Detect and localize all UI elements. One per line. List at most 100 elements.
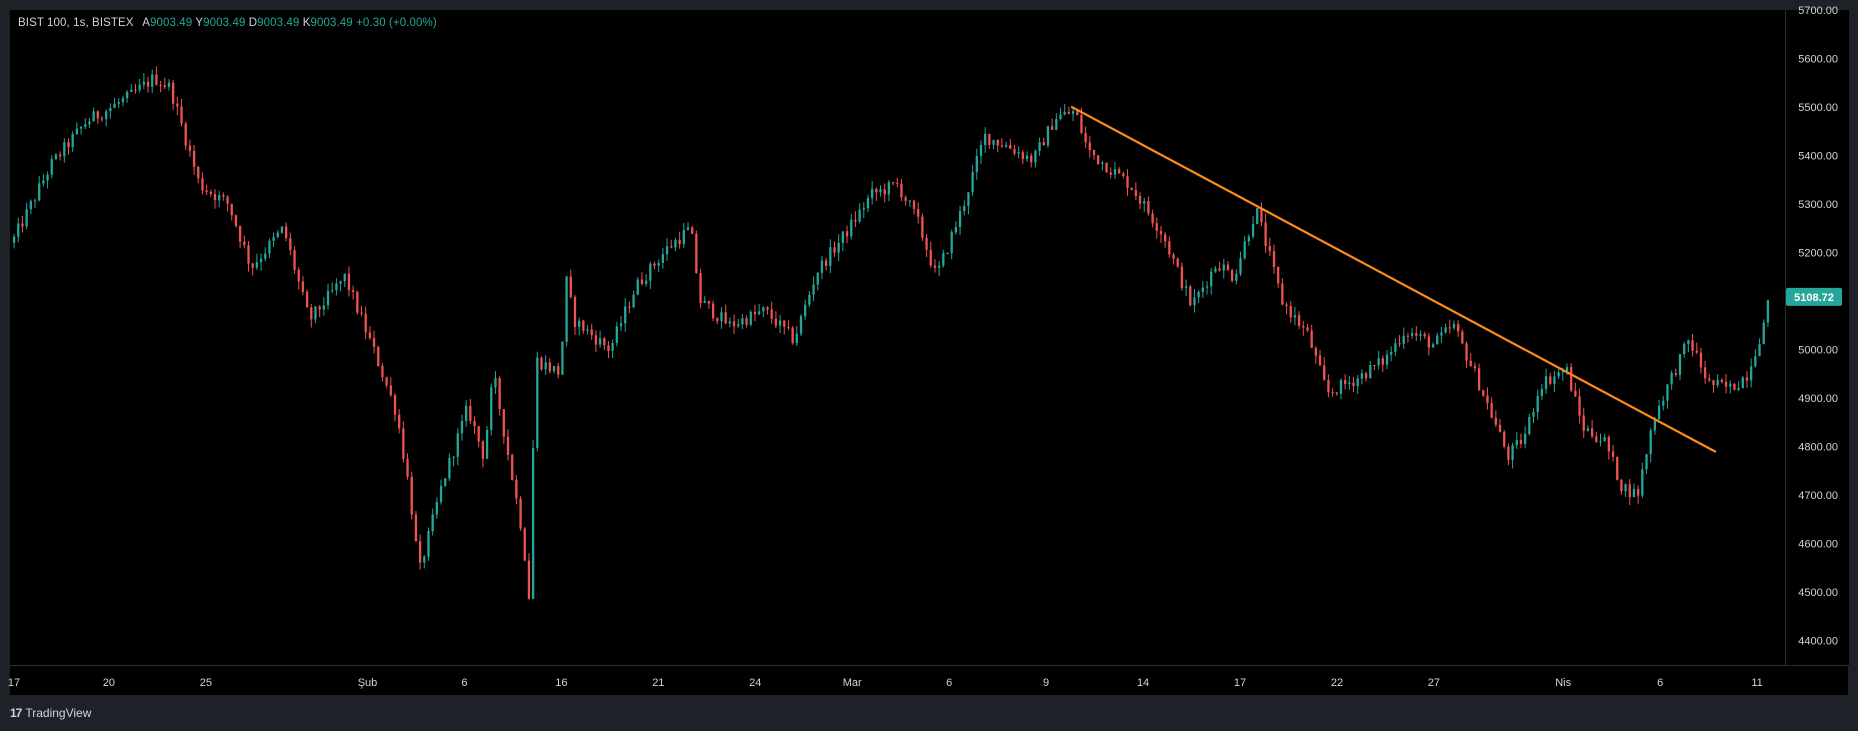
time-axis[interactable] — [10, 665, 1848, 695]
time-tick-label: 17 — [8, 677, 20, 689]
candle-body — [1712, 380, 1715, 386]
candle-body — [1247, 236, 1251, 242]
candle-body — [1511, 445, 1514, 460]
candle-body — [71, 134, 74, 148]
candle-body — [222, 195, 225, 197]
candle-body — [167, 82, 171, 87]
candle-body — [1155, 223, 1158, 231]
candle-body — [151, 74, 154, 87]
candles-layer — [12, 66, 1770, 600]
candle-body — [452, 456, 455, 458]
candle-body — [544, 362, 547, 370]
candle-body — [1293, 315, 1297, 318]
candle-body — [598, 338, 602, 345]
candle-body — [1565, 367, 1569, 372]
candle-body — [762, 307, 765, 312]
candle-body — [946, 252, 949, 254]
tradingview-brand[interactable]: 17 TradingView — [10, 705, 91, 721]
candle-body — [1649, 430, 1652, 455]
candle-body — [1482, 390, 1485, 396]
candle-body — [858, 209, 861, 222]
change-value: +0.30 (+0.00%) — [356, 17, 437, 29]
candle-body — [950, 232, 953, 253]
candle-body — [326, 290, 330, 306]
candle-body — [845, 231, 849, 237]
candle-body — [339, 281, 342, 284]
candle-body — [171, 82, 175, 104]
candle-body — [1197, 291, 1200, 298]
candle-body — [1674, 372, 1677, 375]
candle-body — [113, 103, 116, 108]
candle-body — [1009, 144, 1012, 149]
candle-body — [988, 133, 991, 145]
candle-body — [1762, 322, 1765, 344]
candle-body — [1205, 286, 1209, 288]
time-tick-label: Şub — [358, 677, 378, 689]
candle-body — [1624, 484, 1627, 492]
candle-body — [1720, 379, 1724, 382]
price-axis[interactable] — [1785, 10, 1849, 665]
candle-body — [984, 133, 987, 146]
candle-body — [1641, 469, 1644, 496]
time-tick-label: 20 — [103, 677, 115, 689]
candle-body — [12, 236, 16, 243]
candle-body — [1423, 334, 1426, 337]
candle-body — [896, 182, 899, 184]
last-price-tag: 5108.72 — [1786, 287, 1842, 306]
candle-body — [904, 197, 907, 201]
candle-body — [636, 279, 639, 295]
high-value: 9003.49 — [203, 17, 246, 29]
trendline-layer — [1070, 105, 1717, 453]
low-value: 9003.49 — [257, 17, 300, 29]
candle-body — [1653, 419, 1657, 431]
candle-body — [439, 485, 443, 503]
candle-body — [1750, 366, 1753, 381]
candle-body — [385, 377, 388, 386]
high-label: Y — [195, 17, 204, 29]
candle-body — [1507, 446, 1510, 460]
candle-body — [318, 306, 321, 310]
candle-body — [862, 208, 865, 210]
candle-body — [1017, 152, 1020, 154]
candle-body — [427, 531, 430, 557]
candle-body — [757, 311, 761, 315]
candle-body — [444, 478, 447, 486]
candle-body — [1314, 347, 1318, 356]
candle-body — [1256, 208, 1259, 225]
candle-body — [226, 196, 229, 204]
tradingview-logo-icon: 17 — [10, 706, 22, 720]
candle-body — [393, 395, 397, 415]
candle-body — [372, 338, 376, 347]
candle-body — [92, 111, 95, 122]
trendline[interactable] — [1070, 105, 1717, 453]
candle-body — [795, 333, 798, 344]
candle-body — [423, 556, 426, 563]
candle-body — [850, 219, 853, 237]
candle-body — [942, 253, 945, 266]
candle-body — [649, 263, 652, 281]
candle-body — [469, 405, 472, 421]
candle-body — [1318, 355, 1322, 366]
candle-body — [389, 385, 392, 396]
candle-body — [992, 140, 995, 145]
candle-body — [205, 190, 208, 192]
plot-area[interactable] — [10, 10, 1785, 665]
candle-body — [1201, 287, 1204, 292]
candle-body — [812, 284, 815, 295]
candle-body — [1611, 451, 1615, 457]
candle-body — [536, 357, 539, 448]
candle-body — [1323, 365, 1326, 380]
time-tick-label: 24 — [749, 677, 761, 689]
candle-body — [1461, 331, 1464, 344]
candle-body — [1176, 258, 1179, 267]
candle-body — [724, 312, 727, 324]
candle-body — [289, 238, 292, 251]
open-label: A — [142, 17, 151, 29]
candle-body — [590, 329, 593, 336]
candle-body — [360, 312, 363, 314]
candle-body — [1226, 264, 1230, 271]
candle-body — [1004, 144, 1008, 147]
candle-body — [1766, 300, 1770, 323]
candle-body — [33, 200, 37, 202]
candle-body — [146, 81, 150, 87]
